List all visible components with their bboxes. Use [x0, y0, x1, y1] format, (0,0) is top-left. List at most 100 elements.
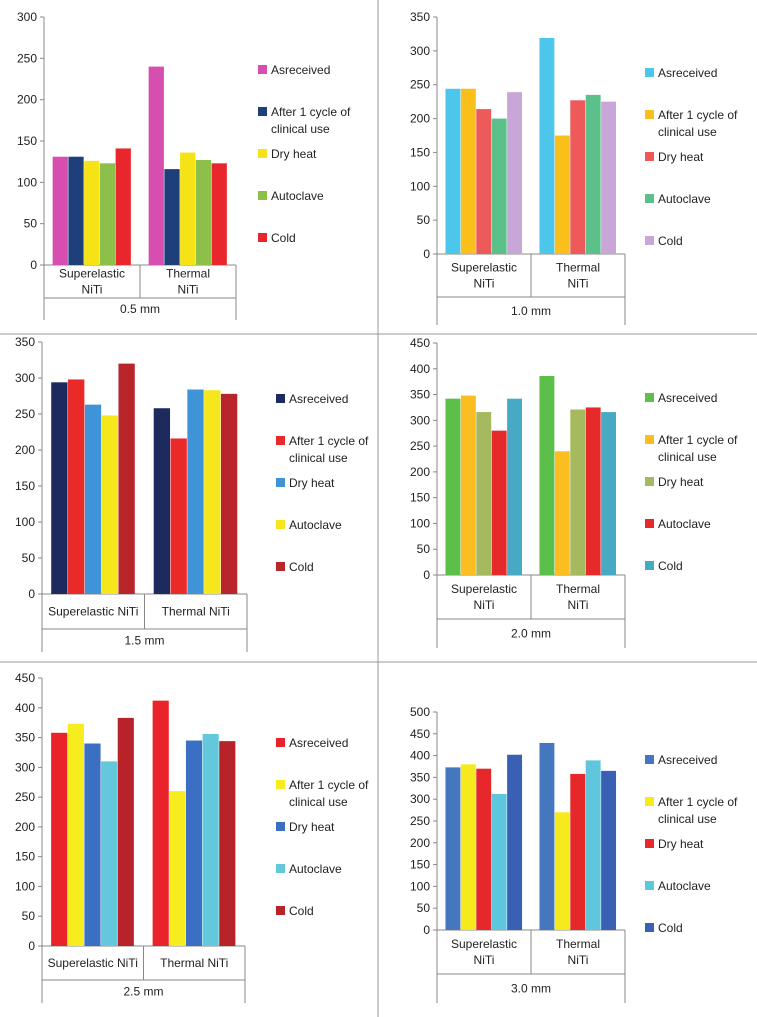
legend-swatch: [276, 394, 285, 403]
legend-label: After 1 cycle of: [289, 778, 369, 792]
legend-label: Cold: [271, 231, 296, 245]
bar: [476, 109, 492, 254]
legend-swatch: [276, 822, 285, 831]
y-tick-label: 300: [15, 760, 35, 774]
y-tick-label: 300: [15, 371, 35, 385]
bar: [585, 407, 601, 575]
y-tick-label: 0: [30, 258, 37, 272]
bar: [554, 812, 570, 930]
legend-swatch: [276, 562, 285, 571]
bar: [148, 66, 164, 265]
bar: [476, 412, 492, 575]
legend-swatch: [645, 923, 654, 932]
legend-label: Asreceived: [289, 392, 348, 406]
category-label: Superelastic: [451, 937, 517, 951]
bar: [601, 412, 617, 575]
y-tick-label: 500: [410, 705, 430, 719]
y-tick-label: 400: [410, 749, 430, 763]
y-tick-label: 400: [15, 701, 35, 715]
bar: [219, 741, 236, 946]
bar: [164, 169, 180, 265]
legend-swatch: [645, 881, 654, 890]
bar: [202, 733, 219, 946]
category-label: NiTi: [474, 598, 495, 612]
y-tick-label: 350: [410, 10, 430, 24]
bar: [99, 163, 116, 265]
y-tick-label: 150: [410, 491, 430, 505]
chart-title: 2.5 mm: [123, 985, 163, 999]
y-tick-label: 450: [410, 336, 430, 350]
legend-swatch: [258, 149, 267, 158]
legend-swatch: [276, 436, 285, 445]
y-tick-label: 100: [410, 516, 430, 530]
bar: [570, 773, 586, 930]
chart-title: 1.5 mm: [124, 634, 164, 648]
y-tick-label: 50: [22, 909, 36, 923]
bar: [84, 160, 100, 265]
legend-label: clinical use: [289, 795, 348, 809]
legend-label: After 1 cycle of: [658, 108, 738, 122]
y-tick-label: 0: [423, 923, 430, 937]
legend-label: clinical use: [658, 125, 717, 139]
legend-swatch: [258, 233, 267, 242]
bar: [539, 742, 555, 930]
y-tick-label: 350: [15, 335, 35, 349]
bar: [460, 395, 476, 575]
legend-swatch: [645, 236, 654, 245]
bar: [84, 404, 102, 594]
bar: [476, 768, 492, 930]
y-tick-label: 250: [15, 407, 35, 421]
y-tick-label: 200: [15, 443, 35, 457]
legend-label: Dry heat: [289, 820, 335, 834]
category-label: Superelastic: [451, 261, 517, 275]
chart-title: 1.0 mm: [511, 304, 551, 318]
legend-label: clinical use: [658, 450, 717, 464]
y-tick-label: 450: [410, 727, 430, 741]
y-tick-label: 200: [17, 93, 37, 107]
bar: [460, 764, 476, 930]
bar: [570, 100, 586, 254]
y-tick-label: 250: [15, 790, 35, 804]
legend-label: Asreceived: [658, 391, 717, 405]
category-label: NiTi: [178, 283, 199, 297]
legend-label: Dry heat: [658, 837, 704, 851]
y-tick-label: 50: [24, 217, 38, 231]
y-tick-label: 100: [15, 515, 35, 529]
bar: [115, 148, 131, 265]
legend-label: Dry heat: [271, 147, 317, 161]
chart-panel: 0 50 100 150 200 250 300 350 400 450 Superelastic …: [15, 671, 369, 1003]
y-tick-label: 300: [410, 44, 430, 58]
legend-label: Autoclave: [271, 189, 324, 203]
legend-label: Asreceived: [289, 736, 348, 750]
legend-swatch: [645, 110, 654, 119]
bar: [118, 363, 135, 594]
y-tick-label: 150: [17, 134, 37, 148]
legend-swatch: [645, 194, 654, 203]
legend-label: Cold: [658, 234, 683, 248]
bar: [68, 156, 84, 265]
legend-label: Asreceived: [658, 753, 717, 767]
bar: [491, 793, 507, 930]
legend-swatch: [258, 65, 267, 74]
category-label: Superelastic NiTi: [48, 605, 138, 619]
legend-label: Dry heat: [289, 476, 335, 490]
legend-swatch: [645, 477, 654, 486]
legend-label: Asreceived: [658, 66, 717, 80]
legend-swatch: [645, 797, 654, 806]
y-tick-label: 350: [15, 731, 35, 745]
category-label: Thermal: [556, 261, 600, 275]
chart-panel: 0 50 100 150 200 250 300 Superelastic NiTi Therma…: [17, 10, 351, 320]
y-tick-label: 350: [410, 770, 430, 784]
legend-label: clinical use: [289, 451, 348, 465]
bar: [153, 408, 171, 594]
y-tick-label: 150: [15, 850, 35, 864]
legend-swatch: [645, 435, 654, 444]
bar: [445, 88, 461, 254]
legend-swatch: [276, 520, 285, 529]
legend-label: Asreceived: [271, 63, 330, 77]
bar: [185, 740, 203, 946]
category-label: Thermal: [166, 267, 210, 281]
bar: [51, 732, 68, 946]
y-tick-label: 300: [17, 10, 37, 24]
